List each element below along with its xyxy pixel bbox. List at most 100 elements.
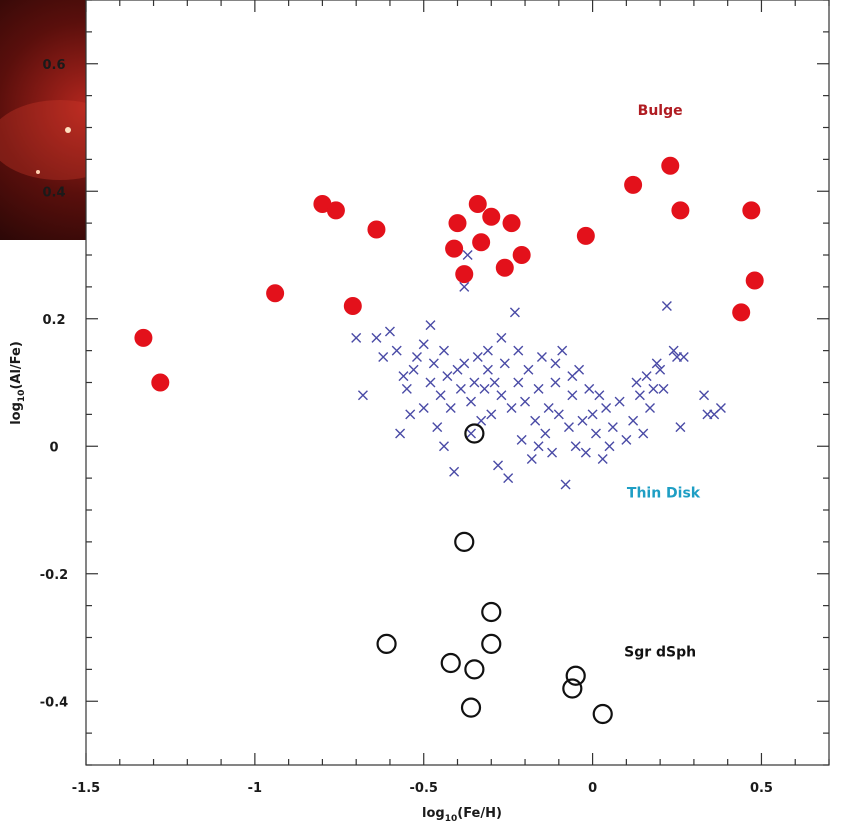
- thin-disk-point: [567, 371, 578, 382]
- thin-disk-point: [425, 377, 436, 388]
- thin-disk-point: [641, 371, 652, 382]
- x-tick-label: 0: [588, 781, 597, 796]
- thin-disk-point: [438, 345, 449, 356]
- y-tick-label: 0.6: [42, 58, 65, 73]
- thin-disk-point: [699, 390, 710, 401]
- thin-disk-point: [634, 390, 645, 401]
- thin-disk-point: [428, 358, 439, 369]
- thin-disk-point: [638, 428, 649, 439]
- thin-disk-point: [520, 396, 531, 407]
- x-tick-label: -0.5: [410, 781, 438, 796]
- thin-disk-point: [533, 441, 544, 452]
- bulge-point: [482, 207, 501, 226]
- bulge-point: [661, 156, 680, 175]
- bulge-point: [512, 246, 531, 264]
- thin-disk-point: [509, 307, 520, 318]
- thin-disk-point: [408, 364, 419, 375]
- thin-disk-point: [540, 428, 551, 439]
- x-tick-label: -1.5: [72, 781, 100, 796]
- thin-disk-point: [482, 364, 493, 375]
- bulge-point: [367, 220, 386, 239]
- thin-disk-point: [499, 358, 510, 369]
- thin-disk-point: [668, 345, 679, 356]
- y-tick-label: 0.2: [42, 313, 65, 328]
- thin-disk-point: [476, 415, 487, 426]
- thin-disk-point: [442, 371, 453, 382]
- thin-disk-point: [449, 466, 460, 477]
- thin-disk-point: [357, 390, 368, 401]
- y-axis-title-rest: (Al/Fe): [9, 341, 24, 389]
- sgr-dsph-point: [460, 697, 482, 718]
- thin-disk-point: [607, 422, 618, 433]
- thin-disk-point: [648, 383, 659, 394]
- bulge-point: [745, 271, 764, 290]
- bulge-point: [313, 195, 332, 213]
- bulge-point: [742, 201, 761, 220]
- thin-disk-point: [547, 447, 558, 458]
- y-tick-label: -0.2: [40, 568, 68, 583]
- thin-disk-point: [418, 339, 429, 350]
- bulge-point: [266, 284, 285, 303]
- plot-frame: [85, 0, 830, 766]
- thin-disk-point: [655, 364, 666, 375]
- thin-disk-point: [384, 326, 395, 337]
- thin-disk-point: [398, 371, 409, 382]
- thin-disk-point: [580, 447, 591, 458]
- thin-disk-point: [658, 383, 669, 394]
- thin-disk-point: [378, 352, 389, 362]
- thin-disk-point: [466, 428, 477, 439]
- sgr-dsph-point: [565, 665, 586, 686]
- x-tick-labels: -1.5 -1 -0.5 0 0.5: [72, 781, 773, 796]
- thin-disk-point: [445, 403, 456, 413]
- thin-disk-point: [438, 441, 449, 452]
- y-tick-labels: -0.4 -0.2 0 0.2 0.4 0.6: [40, 58, 68, 711]
- sgr-dsph-point: [376, 633, 397, 654]
- bulge-point: [151, 373, 170, 392]
- thin-disk-point: [651, 358, 662, 369]
- thin-disk-point: [411, 352, 422, 362]
- bulge-point: [495, 258, 514, 277]
- bulge-point: [445, 239, 464, 258]
- thin-disk-point: [584, 383, 595, 394]
- thin-disk-point: [459, 358, 470, 369]
- thin-disk-point: [432, 422, 443, 433]
- thin-disk-point: [536, 352, 547, 362]
- thin-disk-point: [513, 345, 524, 356]
- thin-disk-point: [597, 454, 608, 464]
- region-label: Thin Disk: [627, 485, 701, 501]
- sgr-dsph-point: [562, 678, 583, 699]
- thin-disk-point: [530, 415, 541, 426]
- thin-disk-point: [590, 428, 601, 439]
- sgr-dsph-point: [481, 601, 502, 623]
- thin-disk-point: [503, 473, 514, 484]
- thin-disk-point: [371, 332, 382, 343]
- thin-disk-point: [489, 377, 500, 388]
- thin-disk-point: [526, 454, 537, 464]
- thin-disk-point: [601, 403, 612, 413]
- bulge-point: [468, 195, 487, 213]
- y-axis-title-subscript: 10: [17, 390, 27, 403]
- thin-disk-point: [560, 479, 571, 490]
- thin-disk-point: [418, 403, 429, 413]
- thin-disk-point: [513, 377, 524, 388]
- thin-disk-point: [395, 428, 406, 439]
- thin-disk-point: [567, 390, 578, 401]
- region-label: Sgr dSph: [624, 645, 696, 661]
- thin-disk-point: [391, 345, 402, 356]
- sgr-dsph-point: [440, 652, 461, 674]
- thin-disk-point: [472, 352, 483, 362]
- thin-disk-point: [594, 390, 605, 401]
- thin-disk-point: [462, 250, 473, 260]
- bulge-point: [472, 233, 491, 252]
- thin-disk-point: [577, 415, 588, 426]
- thin-disk-point: [661, 301, 672, 311]
- thin-disk-point: [351, 332, 362, 343]
- y-axis-title: log10(Al/Fe): [9, 341, 27, 425]
- x-axis-title-subscript: 10: [445, 814, 458, 824]
- sgr-dsph-point: [592, 703, 613, 725]
- thin-disk-point: [570, 441, 581, 452]
- sgr-dsph-point: [454, 531, 475, 552]
- thin-disk-point: [557, 345, 568, 356]
- thin-disk-point: [479, 383, 490, 394]
